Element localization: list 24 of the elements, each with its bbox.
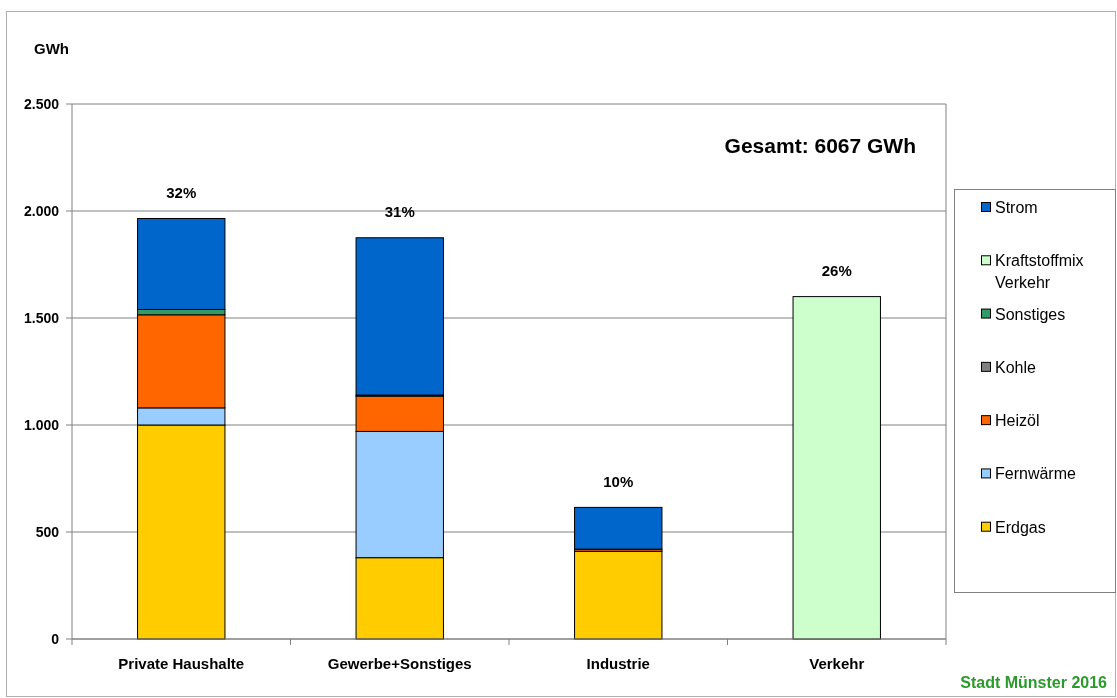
annotation: Gesamt: 6067 GWh xyxy=(724,133,916,157)
y-tick-label: 2.500 xyxy=(23,96,60,112)
legend-label: Heizöl xyxy=(995,411,1040,429)
legend-label: Strom xyxy=(995,198,1038,216)
text: Stadt Münster 2016 xyxy=(960,673,1108,691)
x-tick-label: Industrie xyxy=(586,654,650,672)
legend-label: Kohle xyxy=(995,358,1037,376)
y-tick-label: 1.500 xyxy=(23,310,60,326)
annotation: 10% xyxy=(603,472,634,490)
legend-label: Kraftstoffmix Verkehr xyxy=(995,251,1084,291)
y-tick-label: 2.000 xyxy=(23,203,60,219)
annotation: 31% xyxy=(384,203,415,221)
annotation: 26% xyxy=(821,262,852,280)
legend-label: Erdgas xyxy=(995,518,1046,536)
legend-label: Sonstiges xyxy=(995,305,1066,323)
y-tick-label: 500 xyxy=(35,524,60,540)
legend-label: Fernwärme xyxy=(995,464,1077,482)
x-tick-label: Verkehr xyxy=(809,654,865,672)
y-axis-title: GWh xyxy=(34,39,69,57)
x-tick-label: Gewerbe+Sonstiges xyxy=(327,654,472,672)
y-tick-label: 0 xyxy=(51,631,60,647)
y-tick-label: 1.000 xyxy=(23,417,60,433)
x-tick-label: Private Haushalte xyxy=(118,654,245,672)
annotation: 32% xyxy=(166,183,197,201)
